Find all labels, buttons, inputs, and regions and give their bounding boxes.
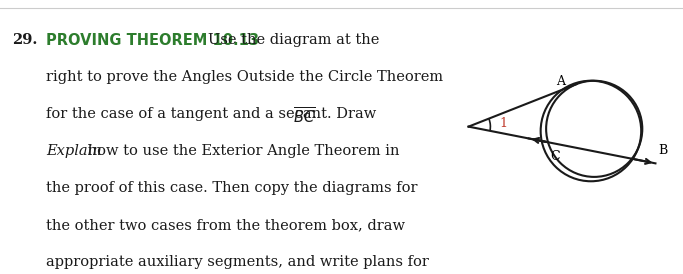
Text: appropriate auxiliary segments, and write plans for: appropriate auxiliary segments, and writ…: [46, 255, 430, 269]
Text: B: B: [658, 144, 668, 158]
Text: how to use the Exterior Angle Theorem in: how to use the Exterior Angle Theorem in: [83, 144, 399, 158]
Text: the other two cases from the theorem box, draw: the other two cases from the theorem box…: [46, 218, 406, 232]
Text: $\overline{\mathit{BC}}$: $\overline{\mathit{BC}}$: [293, 107, 316, 127]
Text: Explain: Explain: [46, 144, 102, 158]
Text: right to prove the Angles Outside the Circle Theorem: right to prove the Angles Outside the Ci…: [46, 70, 443, 84]
Text: the proof of this case. Then copy the diagrams for: the proof of this case. Then copy the di…: [46, 181, 418, 195]
Text: 1: 1: [499, 117, 507, 130]
Text: for the case of a tangent and a secant. Draw: for the case of a tangent and a secant. …: [46, 107, 381, 121]
Text: Use the diagram at the: Use the diagram at the: [208, 33, 380, 47]
Text: 29.: 29.: [12, 33, 38, 47]
Text: C: C: [550, 150, 559, 163]
Text: PROVING THEOREM 10.13: PROVING THEOREM 10.13: [46, 33, 260, 48]
Text: A: A: [556, 75, 565, 88]
Text: .: .: [311, 107, 316, 121]
